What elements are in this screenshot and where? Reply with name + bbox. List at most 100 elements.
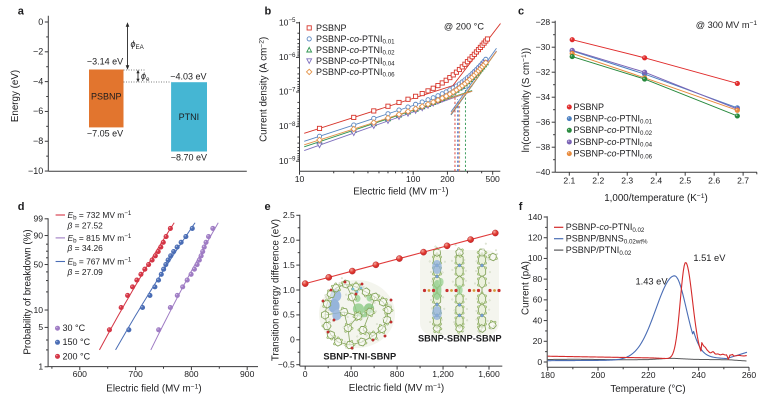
- svg-text:40: 40: [533, 315, 543, 325]
- svg-text:800: 800: [184, 369, 199, 379]
- svg-text:260: 260: [742, 370, 757, 380]
- svg-text:2.3: 2.3: [621, 176, 633, 186]
- svg-text:10: 10: [295, 174, 305, 184]
- svg-text:ln(conductivity (S cm−1)): ln(conductivity (S cm−1)): [521, 48, 532, 153]
- svg-text:−6: −6: [33, 106, 43, 116]
- svg-text:Current density (A cm−2): Current density (A cm−2): [259, 37, 270, 142]
- svg-text:PSBNP/PTNI0.02: PSBNP/PTNI0.02: [566, 245, 632, 257]
- svg-text:400: 400: [344, 369, 359, 379]
- svg-text:Energy (eV): Energy (eV): [10, 70, 21, 122]
- svg-text:99: 99: [34, 214, 44, 224]
- svg-text:5: 5: [38, 322, 43, 332]
- svg-text:220: 220: [641, 370, 656, 380]
- svg-text:2.6: 2.6: [708, 176, 720, 186]
- svg-text:e: e: [265, 201, 271, 213]
- svg-text:PSBNP-co-PTNI0.02: PSBNP-co-PTNI0.02: [566, 222, 645, 234]
- svg-text:−32: −32: [536, 67, 551, 77]
- svg-text:1,200: 1,200: [432, 369, 454, 379]
- svg-text:−38: −38: [536, 142, 551, 152]
- svg-text:1.43 eV: 1.43 eV: [635, 276, 668, 286]
- svg-text:10−8: 10−8: [279, 121, 296, 131]
- svg-text:500: 500: [485, 174, 500, 184]
- svg-text:−3.14 eV: −3.14 eV: [87, 57, 123, 67]
- svg-text:1.0: 1.0: [283, 285, 295, 295]
- svg-text:600: 600: [73, 369, 88, 379]
- svg-text:SBNP-SBNP-SBNP: SBNP-SBNP-SBNP: [418, 334, 502, 344]
- svg-text:0: 0: [537, 357, 542, 367]
- svg-text:ϕEA: ϕEA: [131, 39, 145, 51]
- svg-text:PSBNP: PSBNP: [574, 102, 605, 112]
- svg-text:200: 200: [440, 174, 455, 184]
- svg-text:120: 120: [528, 233, 543, 243]
- svg-text:Electric field (MV m−1): Electric field (MV m−1): [353, 187, 448, 198]
- svg-text:@ 300 MV m−1: @ 300 MV m−1: [696, 20, 758, 30]
- svg-text:b: b: [265, 6, 272, 18]
- svg-text:10−9: 10−9: [279, 156, 296, 166]
- svg-text:PSBNP-co-PTNI0.06: PSBNP-co-PTNI0.06: [574, 149, 653, 161]
- svg-text:Probability of breakdown (%): Probability of breakdown (%): [23, 229, 34, 354]
- svg-text:2.2: 2.2: [592, 176, 604, 186]
- svg-text:a: a: [18, 6, 25, 18]
- svg-text:2.1: 2.1: [563, 176, 575, 186]
- svg-text:β = 27.09: β = 27.09: [67, 267, 104, 277]
- svg-text:60: 60: [533, 295, 543, 305]
- svg-text:1,000/temperature (K−1): 1,000/temperature (K−1): [604, 193, 708, 204]
- svg-text:10: 10: [34, 305, 44, 315]
- svg-text:−4.03 eV: −4.03 eV: [170, 71, 206, 81]
- svg-text:−30: −30: [536, 42, 551, 52]
- svg-text:1: 1: [38, 362, 43, 372]
- svg-text:700: 700: [128, 369, 143, 379]
- svg-text:1.51 eV: 1.51 eV: [693, 253, 726, 263]
- svg-text:Temperature (°C): Temperature (°C): [610, 384, 685, 395]
- svg-text:20: 20: [533, 336, 543, 346]
- svg-text:1,600: 1,600: [478, 369, 500, 379]
- svg-text:Eb = 767 MV m−1: Eb = 767 MV m−1: [68, 256, 132, 268]
- svg-text:PSBNP-co-PTNI0.06: PSBNP-co-PTNI0.06: [316, 67, 395, 79]
- svg-text:−4: −4: [33, 76, 43, 86]
- svg-text:240: 240: [692, 370, 707, 380]
- svg-text:200: 200: [591, 370, 606, 380]
- svg-text:0: 0: [38, 17, 43, 27]
- svg-text:100: 100: [528, 253, 543, 263]
- svg-text:β = 27.52: β = 27.52: [67, 220, 104, 230]
- svg-text:2.5: 2.5: [283, 210, 295, 220]
- svg-text:0: 0: [290, 335, 295, 345]
- svg-text:−34: −34: [536, 92, 551, 102]
- svg-text:100: 100: [406, 174, 421, 184]
- svg-text:PSBNP/BNNS0.02wt%: PSBNP/BNNS0.02wt%: [566, 234, 648, 246]
- svg-text:−8.70 eV: −8.70 eV: [171, 152, 207, 162]
- svg-text:PSBNP-co-PTNI0.01: PSBNP-co-PTNI0.01: [316, 34, 395, 46]
- svg-text:800: 800: [390, 369, 405, 379]
- svg-text:140: 140: [528, 212, 543, 222]
- svg-text:0.5: 0.5: [283, 310, 295, 320]
- svg-text:−7.05 eV: −7.05 eV: [87, 129, 123, 139]
- svg-text:Eb = 815 MV m−1: Eb = 815 MV m−1: [68, 233, 132, 245]
- svg-text:Electric field (MV m−1): Electric field (MV m−1): [106, 384, 201, 395]
- svg-text:@ 200 °C: @ 200 °C: [444, 21, 484, 31]
- svg-text:2.4: 2.4: [650, 176, 662, 186]
- svg-text:1.5: 1.5: [283, 260, 295, 270]
- svg-text:2.0: 2.0: [283, 235, 295, 245]
- svg-text:80: 80: [533, 274, 543, 284]
- svg-text:PSBNP-co-PTNI0.02: PSBNP-co-PTNI0.02: [574, 125, 653, 137]
- svg-text:150 °C: 150 °C: [63, 337, 91, 347]
- svg-text:PSBNP: PSBNP: [316, 23, 347, 33]
- svg-text:Electric field (MV m−1): Electric field (MV m−1): [349, 383, 444, 394]
- svg-text:50: 50: [34, 259, 44, 269]
- svg-text:f: f: [519, 201, 523, 213]
- svg-text:Current (pA): Current (pA): [521, 261, 532, 315]
- svg-text:0: 0: [303, 369, 308, 379]
- svg-text:10−7: 10−7: [279, 86, 296, 96]
- svg-text:PSBNP-co-PTNI0.04: PSBNP-co-PTNI0.04: [316, 56, 395, 68]
- svg-text:180: 180: [541, 370, 556, 380]
- svg-text:PSBNP-co-PTNI0.04: PSBNP-co-PTNI0.04: [574, 137, 653, 149]
- svg-text:SBNP-TNI-SBNP: SBNP-TNI-SBNP: [323, 351, 396, 361]
- svg-text:−28: −28: [536, 17, 551, 27]
- svg-text:PSBNP-co-PTNI0.02: PSBNP-co-PTNI0.02: [316, 45, 395, 57]
- svg-text:Eb = 732 MV m−1: Eb = 732 MV m−1: [68, 210, 132, 222]
- svg-text:−40: −40: [536, 167, 551, 177]
- svg-text:10−6: 10−6: [279, 52, 296, 62]
- svg-text:2.5: 2.5: [679, 176, 691, 186]
- svg-text:−8: −8: [33, 136, 43, 146]
- svg-text:90: 90: [34, 230, 44, 240]
